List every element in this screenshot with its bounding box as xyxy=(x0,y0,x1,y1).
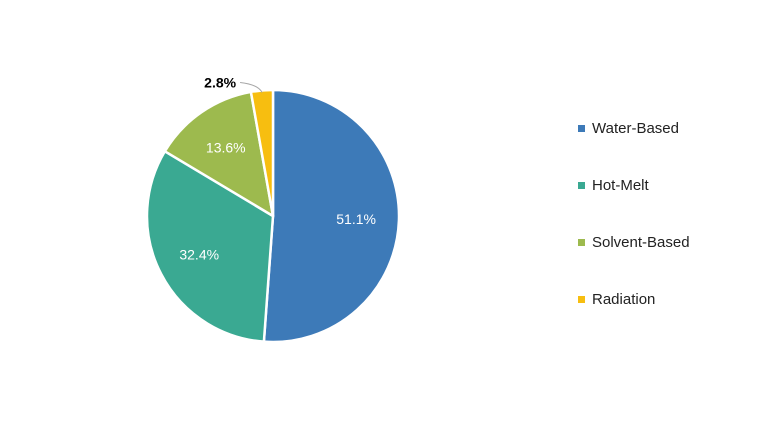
pie-slice-solvent-based xyxy=(163,90,275,218)
legend-swatch-hot-melt xyxy=(578,181,585,189)
data-label-hot-melt: 32.4% xyxy=(179,246,219,262)
legend-label-hot-melt: Hot-Melt xyxy=(592,176,649,194)
legend-swatch-water-based xyxy=(578,124,585,132)
pie-slice-water-based xyxy=(262,88,401,344)
legend-item-water-based: Water-Based xyxy=(578,116,690,140)
data-label-solvent-based: 13.6% xyxy=(206,140,246,156)
data-label-water-based: 51.1% xyxy=(336,211,376,227)
legend-item-radiation: Radiation xyxy=(578,287,690,311)
legend-label-water-based: Water-Based xyxy=(592,119,679,137)
legend-label-solvent-based: Solvent-Based xyxy=(592,233,690,251)
legend-item-hot-melt: Hot-Melt xyxy=(578,173,690,197)
pie-slice-radiation xyxy=(249,88,275,218)
pie-slice-hot-melt xyxy=(145,150,275,343)
legend-swatch-solvent-based xyxy=(578,238,585,246)
data-label-radiation: 2.8% xyxy=(204,74,236,90)
legend-item-solvent-based: Solvent-Based xyxy=(578,230,690,254)
legend: Water-Based Hot-Melt Solvent-Based Radia… xyxy=(578,116,690,344)
legend-swatch-radiation xyxy=(578,295,585,303)
legend-label-radiation: Radiation xyxy=(592,290,656,308)
leader-line-radiation xyxy=(240,81,263,93)
